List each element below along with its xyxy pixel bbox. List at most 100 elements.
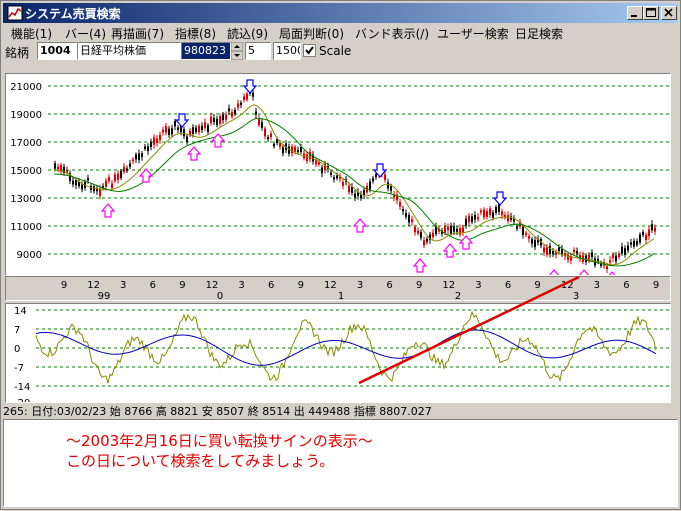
buy-signal-arrow-icon	[458, 235, 474, 250]
candle-body	[144, 146, 146, 149]
date-spinner[interactable]	[230, 41, 244, 61]
period-field[interactable]: 5	[245, 42, 271, 60]
candle-body	[96, 188, 98, 192]
candle-body	[282, 147, 284, 154]
month-tick-label: 12	[87, 280, 100, 291]
maximize-button[interactable]	[643, 6, 659, 20]
month-tick-label: 12	[442, 280, 455, 291]
oscillator-panel[interactable]: 14 7 0 -7 -14 -20	[5, 303, 671, 409]
buy-signal-arrow-icon	[352, 218, 368, 233]
candle-body	[618, 254, 620, 258]
chart-area: 21000 19000 17000 15000 13000 11000 9000 9 12 3 6…	[5, 73, 676, 409]
candle-body	[405, 213, 407, 217]
candle-body	[315, 160, 317, 165]
buy-signal-arrow-icon	[604, 271, 620, 286]
menu-phase[interactable]: 局面判断(0)	[279, 27, 344, 41]
candle-body	[528, 236, 530, 239]
candle-body	[216, 118, 218, 126]
candle-body	[69, 173, 71, 182]
candle-body	[627, 245, 629, 251]
menu-load[interactable]: 読込(9)	[227, 27, 268, 41]
year-tick-label: 3	[573, 291, 579, 300]
candle-body	[561, 248, 563, 255]
menu-redraw[interactable]: 再描画(7)	[111, 27, 164, 41]
candle-body	[462, 227, 464, 233]
scale-checkbox[interactable]	[303, 44, 316, 57]
menu-function[interactable]: 機能(1)	[11, 27, 52, 41]
candle-body	[312, 154, 314, 162]
candle-body	[153, 137, 155, 145]
candle-body	[435, 226, 437, 235]
candle-body	[609, 260, 611, 263]
price-tick-label: 17000	[10, 138, 42, 149]
month-tick-label: 9	[416, 280, 422, 291]
candle-body	[570, 255, 572, 261]
count-field[interactable]: 1500	[273, 42, 301, 60]
candle-body	[636, 241, 638, 245]
minimize-icon	[631, 15, 637, 17]
moving-average-long	[53, 117, 655, 267]
candle-body	[270, 133, 272, 138]
candle-body	[234, 109, 236, 114]
menu-band[interactable]: バンド表示(/)	[355, 27, 430, 41]
symbol-label: 銘柄	[5, 46, 30, 60]
candle-body	[432, 232, 434, 238]
candle-body	[588, 255, 590, 261]
month-tick-label: 9	[179, 280, 185, 291]
candle-body	[534, 240, 536, 248]
candle-body	[513, 218, 515, 222]
candle-body	[297, 150, 299, 153]
title-bar[interactable]: システム売買検索	[3, 3, 678, 23]
candle-body	[468, 215, 470, 223]
candle-body	[159, 134, 161, 141]
candle-body	[648, 229, 650, 237]
candle-body	[456, 228, 458, 232]
candle-body	[171, 128, 173, 135]
candle-body	[273, 143, 275, 147]
month-tick-label: 9	[61, 280, 67, 291]
sell-signal-arrow-icon	[242, 79, 258, 94]
candle-body	[114, 174, 116, 182]
menu-daily-search[interactable]: 日足検索	[515, 27, 564, 41]
candle-body	[99, 188, 101, 196]
candle-body	[525, 232, 527, 235]
month-tick-label: 3	[594, 280, 600, 291]
month-tick-label: 3	[120, 280, 126, 291]
sell-signal-arrow-icon	[492, 191, 508, 206]
candle-body	[267, 137, 269, 140]
menu-indicator[interactable]: 指標(8)	[175, 27, 216, 41]
minimize-button[interactable]	[627, 6, 643, 20]
name-field[interactable]: 日経平均株価	[77, 42, 181, 60]
candle-body	[597, 258, 599, 262]
candle-body	[279, 142, 281, 147]
candle-body	[180, 125, 182, 133]
date-field[interactable]: 980823	[181, 42, 231, 60]
code-field[interactable]: 1004	[37, 42, 77, 60]
close-button[interactable]	[661, 6, 677, 20]
candle-body	[567, 254, 569, 260]
candle-body	[120, 171, 122, 179]
candle-body	[372, 178, 374, 182]
price-tick-label: 9000	[17, 250, 42, 261]
candle-body	[375, 174, 377, 177]
candle-body	[510, 216, 512, 220]
menu-user-search[interactable]: ユーザー検索	[437, 27, 509, 41]
candle-body	[102, 185, 104, 189]
candle-body	[615, 255, 617, 262]
candle-body	[258, 118, 260, 126]
candle-body	[351, 186, 353, 193]
candle-body	[429, 234, 431, 240]
candle-body	[192, 127, 194, 134]
buy-signal-arrow-icon	[546, 269, 562, 284]
price-tick-label: 19000	[10, 110, 42, 121]
year-tick-label: 99	[98, 291, 111, 300]
candle-body	[606, 266, 608, 270]
menu-bar-type[interactable]: バー(4)	[65, 27, 106, 41]
price-panel[interactable]: 21000 19000 17000 15000 13000 11000 9000	[5, 73, 671, 286]
candle-body	[177, 127, 179, 130]
candle-body	[363, 190, 365, 196]
candle-body	[516, 226, 518, 229]
candle-body	[426, 238, 428, 242]
candle-body	[354, 193, 356, 198]
osc-tick-label: 14	[14, 306, 27, 317]
